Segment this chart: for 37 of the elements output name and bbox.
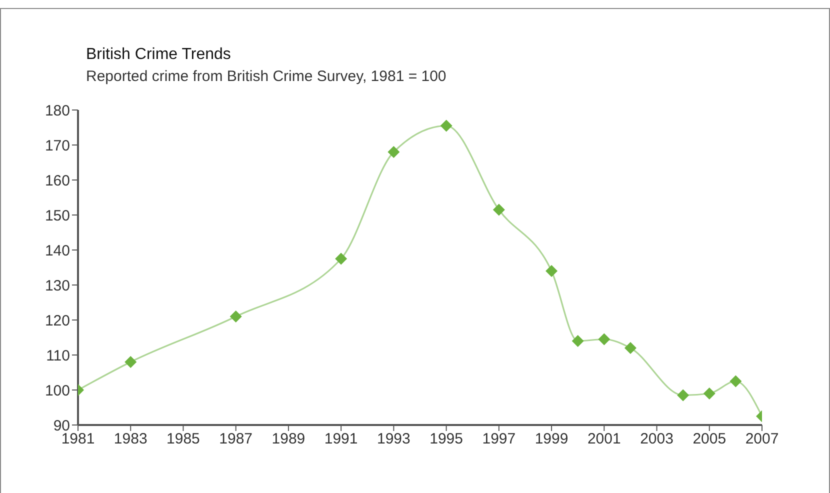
y-tick-label: 140 (44, 242, 70, 260)
y-tick-label: 180 (44, 102, 70, 120)
x-tick-label: 1987 (219, 430, 253, 448)
point (703, 388, 716, 400)
y-tick-label: 160 (44, 172, 70, 190)
point (624, 342, 636, 354)
x-tick-label: 1989 (272, 430, 306, 448)
x-tick-label: 1991 (324, 430, 358, 448)
x-tick-label: 1999 (534, 430, 568, 448)
y-tick-label: 170 (44, 137, 70, 154)
point (124, 356, 137, 368)
x-tick-label: 2001 (587, 430, 621, 448)
point (677, 389, 690, 402)
point (335, 252, 348, 265)
point (440, 120, 452, 132)
x-tick-label: 1983 (114, 430, 148, 448)
chart-title: British Crime Trends (86, 46, 231, 64)
point (492, 204, 505, 216)
y-tick-label: 130 (44, 277, 70, 294)
x-tick-label: 2007 (745, 430, 779, 448)
x-tick-label: 1995 (430, 430, 463, 448)
point (598, 333, 610, 346)
point (388, 146, 400, 158)
point (572, 335, 584, 347)
point (230, 310, 242, 322)
chart-subtitle: Reported crime from British Crime Survey, 1981 = 100 (86, 68, 446, 85)
y-tick-label: 100 (44, 382, 70, 400)
y-tick-label: 120 (44, 312, 70, 330)
x-tick-label: 1993 (377, 430, 410, 448)
x-tick-label: 1997 (482, 430, 516, 448)
y-tick-label: 150 (44, 207, 70, 224)
point (730, 375, 742, 388)
y-tick-label: 110 (46, 347, 70, 364)
x-tick-label: 2003 (640, 430, 674, 448)
x-tick-label: 2005 (692, 430, 726, 448)
x-tick-label: 1985 (166, 430, 200, 448)
point (546, 265, 558, 277)
